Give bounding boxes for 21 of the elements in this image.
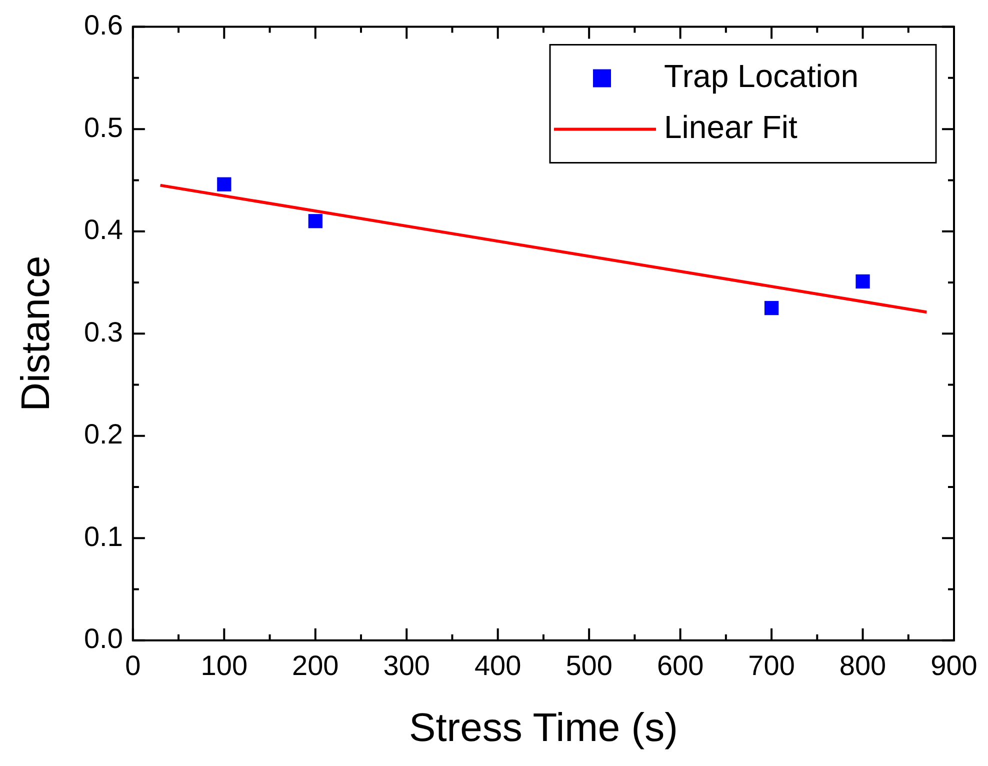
y-axis-title: Distance [14, 256, 58, 412]
x-tick-label: 700 [748, 650, 795, 681]
y-tick-label: 0.5 [84, 112, 123, 143]
x-tick-label: 300 [383, 650, 430, 681]
x-tick-label: 600 [656, 650, 704, 681]
x-tick-label: 200 [292, 650, 339, 681]
x-tick-label: 900 [930, 650, 978, 681]
y-tick-label: 0.0 [84, 623, 123, 654]
y-tick-label: 0.4 [84, 214, 123, 246]
y-tick-label: 0.6 [84, 10, 123, 41]
y-tick-label: 0.1 [84, 520, 123, 552]
legend-label: Linear Fit [664, 109, 798, 146]
y-tick-label: 0.3 [84, 316, 123, 348]
y-tick-label: 0.2 [84, 418, 123, 450]
x-axis-title: Stress Time (s) [409, 706, 678, 750]
x-tick-label: 0 [125, 650, 141, 681]
x-tick-label: 800 [839, 650, 886, 681]
legend-label: Trap Location [664, 58, 858, 94]
x-tick-label: 100 [200, 650, 248, 681]
x-tick-label: 500 [566, 650, 612, 681]
x-tick-label: 400 [474, 650, 522, 681]
